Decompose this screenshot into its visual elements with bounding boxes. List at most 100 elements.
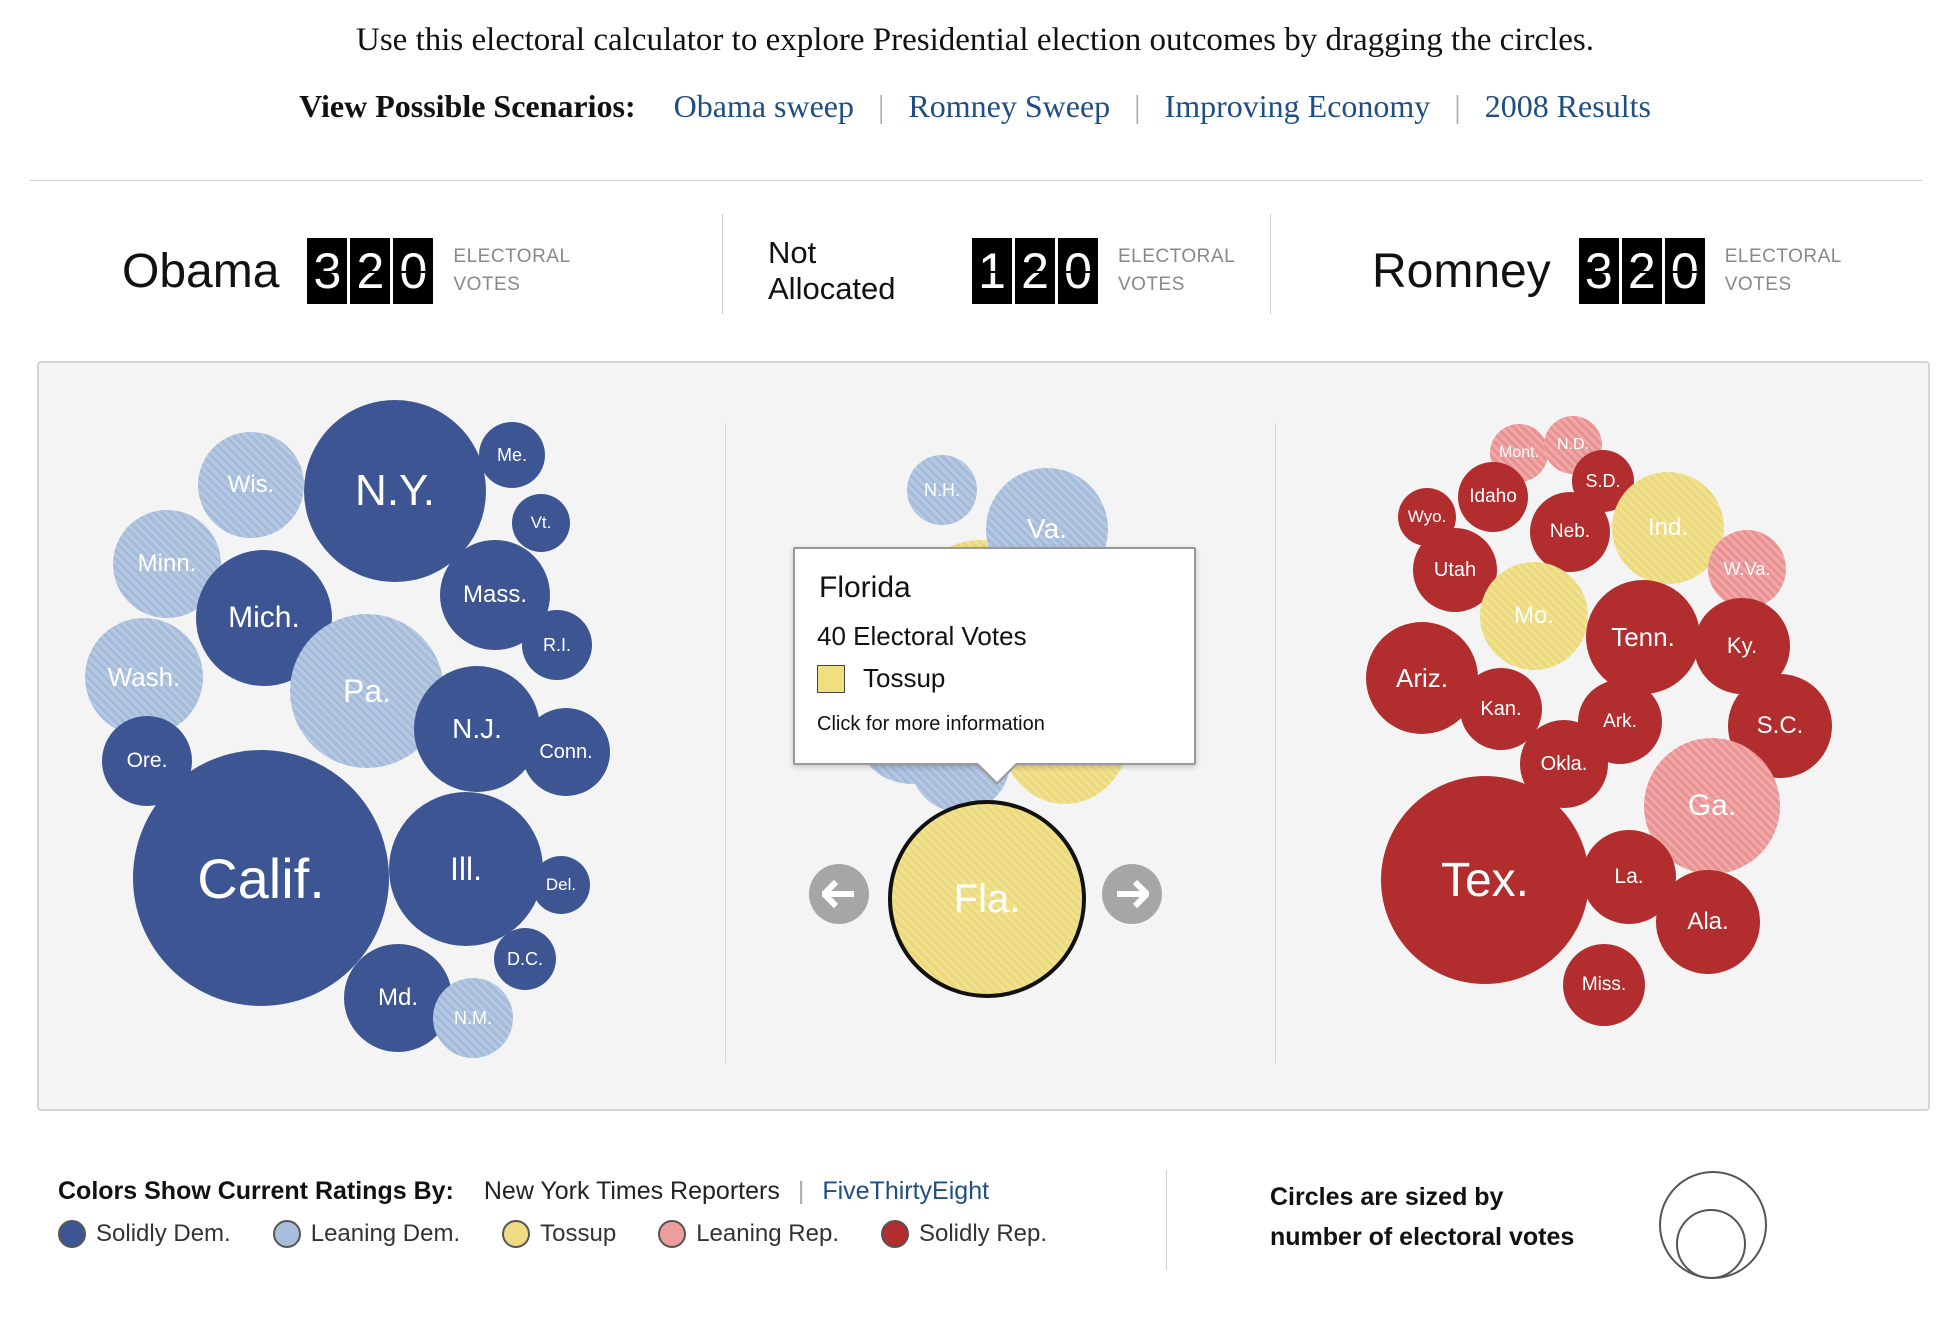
- legend-label: Leaning Rep.: [696, 1220, 839, 1247]
- state-bubble-wva[interactable]: W.Va.: [1708, 530, 1786, 608]
- footer-divider: [1166, 1170, 1167, 1270]
- unallocated-vote-counter: 1 2 0: [972, 238, 1098, 304]
- tooltip-state-name: Florida: [819, 571, 911, 604]
- state-bubble-ala[interactable]: Ala.: [1656, 870, 1760, 974]
- state-bubble-miss[interactable]: Miss.: [1563, 944, 1645, 1026]
- state-bubble-ill[interactable]: Ill.: [389, 792, 543, 946]
- legend-item-leaning-dem: Leaning Dem.: [272, 1220, 461, 1248]
- scenarios-label: View Possible Scenarios:: [299, 88, 636, 124]
- counter-digit: 0: [1058, 238, 1098, 304]
- ev-label-line: ELECTORAL: [1724, 246, 1842, 267]
- tossup-swatch-icon: [817, 664, 845, 693]
- romney-name: Romney: [1372, 244, 1551, 298]
- state-bubble-mich[interactable]: Mich.: [196, 550, 332, 686]
- counter-digit: 2: [1621, 238, 1662, 304]
- state-bubble-conn[interactable]: Conn.: [522, 708, 610, 796]
- arrow-right-icon: [1117, 880, 1149, 908]
- state-tooltip[interactable]: Florida 40 Electoral Votes Tossup Click …: [793, 547, 1196, 785]
- unallocated-name: Not Allocated: [768, 235, 938, 307]
- counter-digit: 1: [972, 238, 1012, 304]
- state-bubble-mo[interactable]: Mo.: [1480, 562, 1588, 670]
- legend-label: Tossup: [540, 1220, 617, 1247]
- state-bubble-tenn[interactable]: Tenn.: [1586, 580, 1700, 694]
- legend-label: Solidly Dem.: [96, 1220, 231, 1247]
- legend-item-solidly-rep: Solidly Rep.: [880, 1220, 1047, 1248]
- scenario-romney-sweep-link[interactable]: Romney Sweep: [908, 88, 1111, 124]
- electoral-votes-label: ELECTORAL VOTES: [453, 243, 570, 299]
- scenario-obama-sweep-link[interactable]: Obama sweep: [673, 88, 854, 124]
- ratings-source-nyt[interactable]: New York Times Reporters: [483, 1177, 780, 1205]
- unallocated-name-line: Not: [768, 235, 817, 270]
- leaning-dem-swatch-icon: [272, 1220, 301, 1248]
- state-bubble-del[interactable]: Del.: [532, 856, 590, 914]
- state-bubble-ind[interactable]: Ind.: [1612, 472, 1724, 584]
- tooltip-electoral-votes: 40 Electoral Votes: [817, 621, 1027, 651]
- tally-divider: [722, 214, 723, 314]
- state-bubble-vt[interactable]: Vt.: [512, 494, 570, 552]
- ev-label-line: ELECTORAL: [453, 246, 571, 267]
- state-bubble-dc[interactable]: D.C.: [494, 928, 556, 990]
- romney-vote-counter: 3 2 0: [1578, 238, 1705, 304]
- counter-digit: 2: [350, 238, 391, 304]
- romney-tally: Romney 3 2 0 ELECTORAL VOTES: [1372, 226, 1842, 316]
- color-legend: Solidly Dem. Leaning Dem. Tossup Leaning…: [58, 1220, 1089, 1248]
- ratings-source-fivethirtyeight-link[interactable]: FiveThirtyEight: [822, 1177, 990, 1205]
- state-bubble-calif[interactable]: Calif.: [133, 750, 389, 1006]
- scenario-separator: |: [1134, 88, 1141, 124]
- legend-item-leaning-rep: Leaning Rep.: [658, 1220, 839, 1248]
- leaning-rep-swatch-icon: [658, 1220, 687, 1248]
- state-bubble-idaho[interactable]: Idaho: [1458, 462, 1528, 532]
- scenario-separator: |: [1454, 88, 1461, 124]
- state-bubble-fla[interactable]: Fla.: [888, 800, 1086, 998]
- tooltip-pointer-fill: [977, 762, 1017, 782]
- state-bubble-nm[interactable]: N.M.: [433, 978, 513, 1058]
- unallocated-name-line: Allocated: [768, 271, 896, 306]
- ev-label-line: VOTES: [1724, 274, 1792, 295]
- column-divider: [725, 423, 726, 1063]
- scenario-separator: |: [878, 88, 885, 124]
- counter-digit: 3: [1578, 238, 1619, 304]
- counter-digit: 2: [1015, 238, 1055, 304]
- ratings-label: Colors Show Current Ratings By:: [58, 1177, 454, 1205]
- column-divider: [1275, 423, 1276, 1063]
- header-divider: [30, 180, 1922, 181]
- state-bubble-mass[interactable]: Mass.: [440, 540, 550, 650]
- state-bubble-neb[interactable]: Neb.: [1530, 492, 1610, 572]
- counter-digit: 0: [393, 238, 434, 304]
- state-bubble-ny[interactable]: N.Y.: [304, 400, 486, 582]
- solidly-dem-swatch-icon: [58, 1220, 86, 1248]
- state-bubble-ri[interactable]: R.I.: [522, 610, 592, 680]
- ratings-footer: Colors Show Current Ratings By: New York…: [58, 1177, 1089, 1248]
- state-bubble-md[interactable]: Md.: [344, 944, 452, 1052]
- scenario-bar: View Possible Scenarios: Obama sweep | R…: [0, 88, 1950, 125]
- state-bubble-nj[interactable]: N.J.: [414, 666, 540, 792]
- next-arrow-button[interactable]: [1102, 864, 1162, 924]
- state-bubble-ariz[interactable]: Ariz.: [1366, 622, 1478, 734]
- arrow-left-icon: [822, 880, 854, 908]
- tooltip-rating-label: Tossup: [863, 663, 946, 693]
- state-bubble-me[interactable]: Me.: [479, 422, 545, 488]
- scenario-improving-economy-link[interactable]: Improving Economy: [1164, 88, 1431, 124]
- ev-label-line: VOTES: [453, 274, 521, 295]
- electoral-votes-label: ELECTORAL VOTES: [1118, 243, 1235, 299]
- electoral-votes-label: ELECTORAL VOTES: [1725, 243, 1842, 299]
- obama-tally: Obama 3 2 0 ELECTORAL VOTES: [122, 226, 571, 316]
- ev-label-line: VOTES: [1118, 274, 1185, 295]
- size-note: Circles are sized by number of electoral…: [1270, 1177, 1574, 1257]
- scenario-2008-results-link[interactable]: 2008 Results: [1484, 88, 1651, 124]
- tally-divider: [1270, 214, 1271, 314]
- state-bubble-wis[interactable]: Wis.: [198, 432, 304, 538]
- ev-label-line: ELECTORAL: [1118, 246, 1236, 267]
- unallocated-tally: Not Allocated 1 2 0 ELECTORAL VOTES: [768, 226, 1235, 316]
- legend-item-solidly-dem: Solidly Dem.: [58, 1220, 231, 1248]
- state-bubble-tex[interactable]: Tex.: [1381, 776, 1589, 984]
- state-bubble-nh[interactable]: N.H.: [907, 455, 977, 525]
- tooltip-more-info[interactable]: Click for more information: [817, 713, 1045, 735]
- ratings-separator: |: [797, 1177, 805, 1205]
- legend-label: Leaning Dem.: [310, 1220, 461, 1247]
- size-note-line: Circles are sized by: [1270, 1183, 1504, 1211]
- intro-text: Use this electoral calculator to explore…: [356, 22, 1594, 58]
- solidly-rep-swatch-icon: [880, 1220, 909, 1248]
- tossup-swatch-icon: [502, 1220, 531, 1248]
- previous-arrow-button[interactable]: [809, 864, 869, 924]
